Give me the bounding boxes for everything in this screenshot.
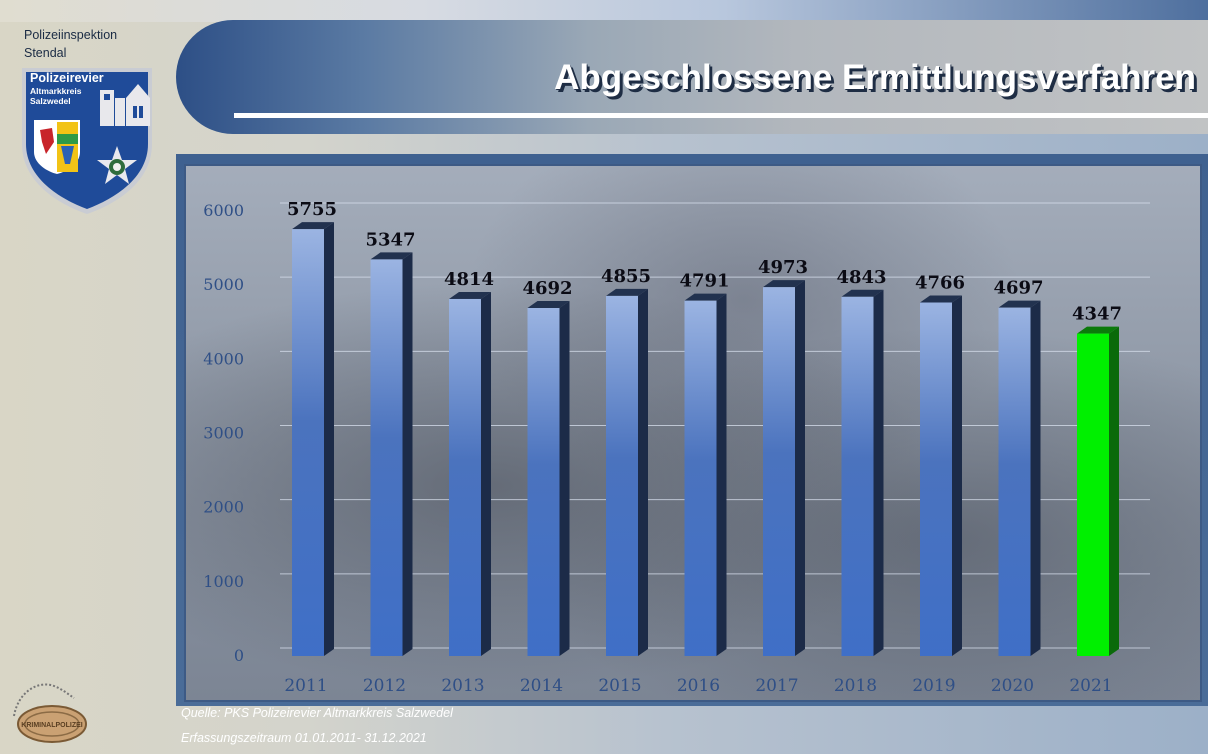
badge-line1: Polizeirevier	[30, 71, 104, 85]
org-name-line1: Polizeiinspektion	[24, 28, 118, 42]
x-tick-label: 2021	[1069, 676, 1112, 696]
bar-side	[559, 301, 570, 656]
data-label: 4347	[1072, 304, 1122, 325]
bar-side	[638, 288, 648, 656]
bar-2017	[763, 280, 805, 656]
bar-side	[873, 289, 884, 656]
bar-top	[606, 288, 648, 296]
bar-front	[684, 300, 717, 656]
bar-2011	[292, 222, 334, 656]
bar-front	[292, 229, 324, 656]
data-label: 5347	[365, 229, 415, 250]
x-tick-label: 2017	[755, 676, 798, 696]
data-label: 4973	[758, 257, 808, 278]
bar-2018	[841, 289, 884, 656]
bar-top	[292, 222, 334, 230]
badge-line2: Altmarkkreis	[30, 86, 82, 96]
bar-2019	[920, 295, 962, 656]
x-tick-label: 2011	[284, 676, 327, 696]
y-tick-label: 2000	[203, 498, 244, 517]
y-tick-label: 5000	[203, 275, 244, 294]
bar-top	[998, 300, 1041, 308]
badge-line3: Salzwedel	[30, 96, 71, 106]
y-tick-label: 4000	[203, 349, 244, 368]
bar-side	[402, 252, 413, 656]
police-station-badge: Polizeirevier Altmarkkreis Salzwedel	[22, 68, 152, 214]
y-tick-label: 1000	[203, 572, 244, 591]
bar-side	[1030, 300, 1041, 656]
bar-side	[795, 280, 805, 656]
x-tick-label: 2015	[598, 676, 641, 696]
kripo-logo-text: KRIMINALPOLIZEI	[21, 722, 82, 729]
bar-top	[763, 280, 805, 288]
x-tick-label: 2020	[991, 676, 1034, 696]
data-label: 4766	[915, 273, 965, 294]
x-tick-label: 2018	[834, 676, 877, 696]
kriminalpolizei-logo: KRIMINALPOLIZEI	[13, 683, 87, 743]
bar-front	[841, 296, 874, 656]
bar-2015	[606, 288, 648, 656]
bar-top	[449, 291, 491, 299]
data-label: 4814	[444, 269, 494, 290]
data-label: 5755	[287, 199, 337, 220]
y-tick-label: 6000	[203, 201, 244, 220]
bar-front	[920, 302, 952, 656]
bar-front	[527, 308, 560, 656]
bar-front	[763, 287, 795, 656]
data-label: 4843	[836, 267, 886, 288]
bar-2021	[1077, 326, 1119, 656]
bar-front	[449, 298, 481, 656]
bar-2013	[449, 291, 491, 656]
data-label: 4791	[679, 271, 729, 292]
y-tick-label: 0	[234, 646, 244, 665]
bar-2014	[527, 301, 570, 656]
bar-side	[481, 291, 491, 656]
title-underline	[234, 113, 1208, 118]
data-label: 4692	[522, 278, 572, 299]
title-banner: Abgeschlossene Ermittlungsverfahren	[176, 20, 1208, 134]
bar-2020	[998, 300, 1041, 656]
bar-top	[684, 293, 727, 301]
bar-front	[1077, 333, 1109, 656]
bar-side	[952, 295, 962, 656]
bar-top	[841, 289, 884, 297]
page-title: Abgeschlossene Ermittlungsverfahren	[554, 58, 1196, 97]
org-name-line2: Stendal	[24, 46, 67, 60]
data-label: 4855	[601, 266, 651, 287]
x-tick-label: 2012	[363, 676, 406, 696]
data-label: 4697	[993, 278, 1043, 299]
bar-side	[716, 293, 727, 656]
bar-side	[1109, 326, 1119, 656]
x-tick-label: 2016	[677, 676, 720, 696]
bar-side	[324, 222, 334, 656]
top-gradient-strip	[0, 0, 1208, 22]
bar-top	[527, 301, 570, 309]
bar-2012	[370, 252, 413, 656]
bar-chart: 0 1000 2000 3000 4000 5000 6000 5755 2011 5347 201…	[203, 199, 1150, 696]
chart-frame: 0 1000 2000 3000 4000 5000 6000 5755 2011 5347 201…	[176, 154, 1208, 706]
bar-2016	[684, 293, 727, 656]
x-tick-label: 2014	[520, 676, 563, 696]
bar-top	[370, 252, 413, 260]
org-name: Polizeiinspektion Stendal	[24, 26, 117, 62]
y-tick-label: 3000	[203, 424, 244, 443]
source-note: Quelle: PKS Polizeirevier Altmarkkreis S…	[181, 706, 453, 720]
period-note: Erfassungszeitraum 01.01.2011- 31.12.202…	[181, 731, 427, 745]
bar-front	[606, 295, 638, 656]
bar-front	[998, 307, 1031, 656]
city-gate-icon	[100, 84, 150, 126]
bar-front	[370, 259, 403, 656]
coat-of-arms-icon	[34, 120, 80, 174]
x-tick-label: 2013	[441, 676, 484, 696]
bar-top	[920, 295, 962, 303]
bar-top	[1077, 326, 1119, 334]
police-star-icon	[97, 146, 137, 184]
x-tick-label: 2019	[912, 676, 955, 696]
